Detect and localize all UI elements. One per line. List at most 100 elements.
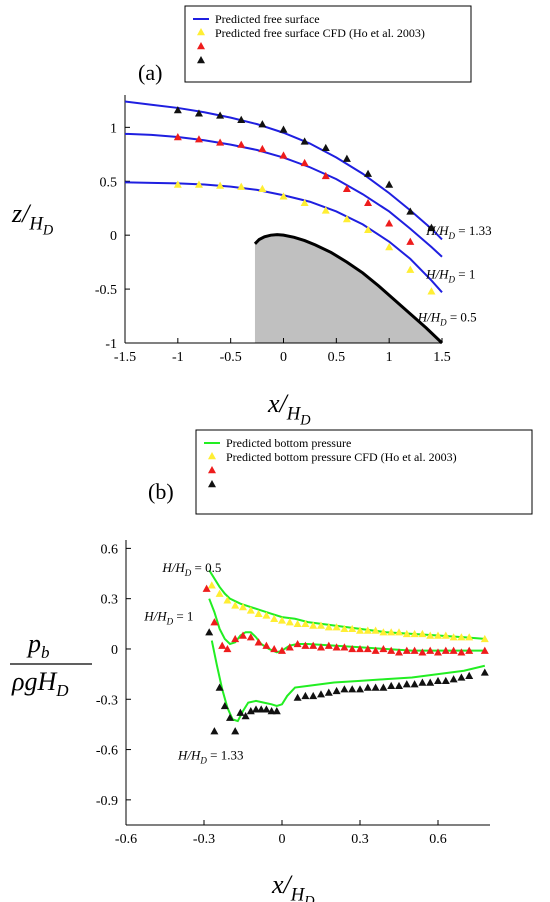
data-marker	[457, 648, 466, 656]
x-axis-label-main: x/	[267, 389, 290, 418]
data-marker	[194, 109, 203, 117]
data-marker	[449, 646, 458, 654]
annotation-sub: D	[448, 274, 456, 284]
data-marker	[262, 611, 271, 619]
data-marker	[285, 618, 294, 626]
data-marker	[300, 137, 309, 145]
data-marker	[226, 713, 234, 721]
data-marker	[385, 243, 394, 251]
y-tick-label: 0	[111, 643, 118, 658]
data-marker	[427, 223, 436, 231]
x-tick-label: 1	[386, 350, 393, 365]
y-tick-label: 0	[110, 229, 117, 244]
data-marker	[309, 641, 318, 649]
data-marker	[356, 644, 364, 653]
data-marker	[246, 606, 255, 614]
data-marker	[395, 681, 403, 690]
data-marker	[457, 633, 466, 641]
data-marker	[441, 676, 450, 685]
y-tick-label: -0.3	[96, 693, 118, 708]
x-tick-label: 1.5	[433, 350, 451, 365]
data-marker	[410, 629, 419, 638]
data-marker	[293, 693, 302, 701]
data-marker	[363, 626, 372, 634]
data-marker	[278, 646, 286, 654]
data-marker	[363, 644, 372, 653]
x-tick-label: -1	[172, 350, 184, 365]
data-marker	[257, 705, 266, 713]
data-marker	[332, 643, 341, 651]
x-tick-label: -0.3	[193, 832, 215, 847]
y-tick-label: -0.9	[96, 794, 118, 809]
annotation-main: H/H	[417, 309, 441, 324]
x-axis-label-sub: H	[286, 403, 302, 424]
data-marker	[426, 646, 435, 654]
data-marker	[371, 683, 380, 691]
series-line	[124, 181, 443, 293]
y-label-denominator: ρgHD	[11, 667, 69, 700]
data-marker	[356, 626, 364, 634]
legend-label: Predicted free surface	[215, 12, 320, 26]
data-marker	[301, 691, 310, 700]
panel-a: -1.5 -1 -0.5 0 0.5 1 1.5-1-0.500.51H/HD = 1.33…	[11, 5, 492, 428]
y-tick-label: -0.5	[95, 283, 117, 298]
data-marker	[371, 646, 380, 654]
curve-annotation: H/HD = 1	[143, 608, 193, 626]
panel-b: -0.6 -0.3 0 0.3 0.60.60.30-0.3-0.6-0.9H/HD =…	[10, 429, 533, 902]
data-marker	[231, 634, 240, 643]
data-marker	[216, 138, 225, 146]
data-marker	[272, 707, 281, 715]
data-marker	[231, 727, 240, 735]
data-marker	[241, 712, 250, 720]
data-marker	[258, 120, 267, 128]
data-marker	[262, 641, 271, 649]
data-marker	[300, 198, 309, 207]
data-marker	[418, 678, 427, 686]
series-line	[124, 132, 443, 258]
data-marker	[364, 198, 373, 207]
annotation-rest: = 1	[455, 266, 475, 281]
data-marker	[434, 631, 442, 639]
data-marker	[267, 707, 276, 715]
panel-label: (a)	[138, 60, 162, 85]
annotation-rest: = 0.5	[447, 309, 477, 324]
annotation-rest: = 0.5	[191, 560, 221, 575]
legend-marker-swatch	[208, 452, 216, 460]
y-label-numerator: pb	[26, 629, 50, 662]
data-marker	[340, 624, 349, 633]
annotation-sub: D	[448, 231, 456, 241]
data-marker	[434, 676, 442, 685]
data-marker	[457, 673, 466, 681]
curve-annotation: H/HD = 1.33	[425, 223, 491, 241]
data-marker	[202, 584, 211, 592]
data-marker	[480, 646, 489, 654]
data-marker	[321, 143, 330, 152]
data-marker	[364, 169, 373, 177]
data-marker	[279, 125, 288, 133]
y-axis-label-main: z/	[11, 199, 32, 228]
y-label-den-main: ρgH	[11, 667, 57, 696]
y-axis-label-subsub: D	[42, 222, 54, 238]
x-axis-label-subsub: D	[303, 893, 315, 902]
weir-body	[254, 234, 442, 343]
data-marker	[410, 646, 419, 654]
data-marker	[285, 643, 294, 651]
annotation-rest: = 1.33	[455, 223, 492, 238]
data-marker	[218, 641, 227, 649]
legend-marker-swatch	[208, 466, 216, 474]
data-marker	[254, 638, 263, 646]
data-marker	[258, 184, 267, 193]
data-marker	[332, 686, 341, 695]
legend-marker-swatch	[197, 42, 205, 50]
data-marker	[236, 708, 245, 716]
data-marker	[223, 644, 232, 653]
data-marker	[465, 633, 474, 641]
data-marker	[418, 629, 427, 638]
y-label-den-sub: D	[55, 681, 69, 700]
weir-crest-profile	[253, 233, 444, 345]
annotation-main: H/H	[177, 748, 201, 763]
data-marker	[279, 151, 288, 159]
x-tick-label: 0	[279, 832, 286, 847]
data-marker	[194, 135, 203, 143]
x-axis-label: x/HD	[267, 389, 311, 428]
